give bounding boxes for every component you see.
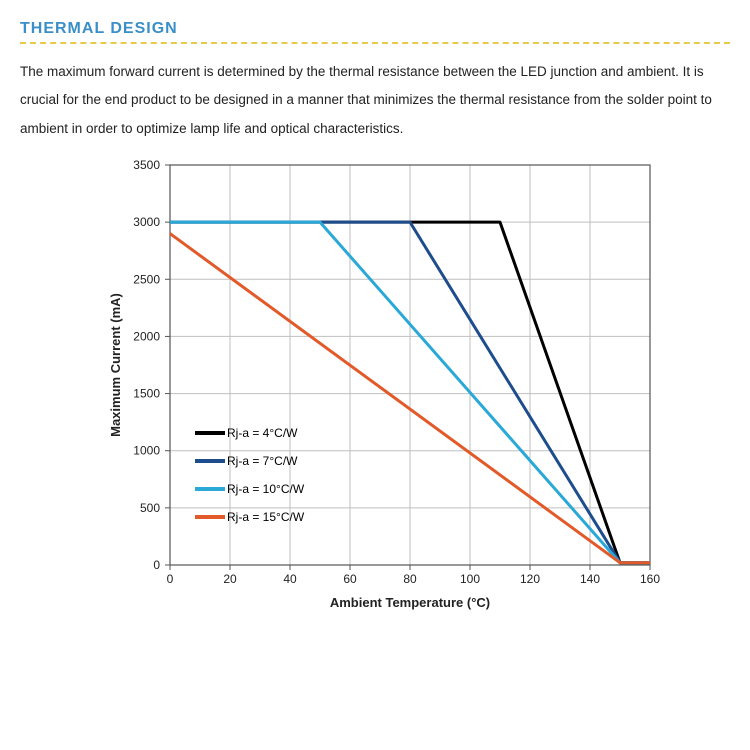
legend-label: Rj-a = 7°C/W [227,454,297,468]
intro-paragraph: The maximum forward current is determine… [20,58,730,143]
svg-text:20: 20 [223,572,237,586]
legend-label: Rj-a = 10°C/W [227,482,304,496]
legend-swatch [195,487,225,491]
legend-row: Rj-a = 7°C/W [195,447,304,475]
svg-text:Maximum Current (mA): Maximum Current (mA) [108,293,123,437]
svg-text:2500: 2500 [133,272,160,286]
chart-container: 0 20 40 60 80 100 120 140 160 0 500 1000 1500 2000 250… [100,153,710,623]
svg-text:3500: 3500 [133,158,160,172]
svg-text:160: 160 [640,572,660,586]
svg-text:0: 0 [153,558,160,572]
svg-text:60: 60 [343,572,357,586]
svg-text:100: 100 [460,572,480,586]
legend-swatch [195,515,225,519]
svg-text:0: 0 [167,572,174,586]
svg-text:120: 120 [520,572,540,586]
svg-text:40: 40 [283,572,297,586]
legend-label: Rj-a = 15°C/W [227,510,304,524]
svg-text:Ambient Temperature (°C): Ambient Temperature (°C) [330,595,490,610]
svg-text:1000: 1000 [133,444,160,458]
legend-swatch [195,431,225,435]
svg-text:500: 500 [140,501,160,515]
svg-text:2000: 2000 [133,329,160,343]
derating-chart: 0 20 40 60 80 100 120 140 160 0 500 1000 1500 2000 250… [100,153,710,623]
legend-row: Rj-a = 4°C/W [195,419,304,447]
svg-text:3000: 3000 [133,215,160,229]
legend-row: Rj-a = 10°C/W [195,475,304,503]
legend-swatch [195,459,225,463]
section-rule [20,42,730,44]
section-title: THERMAL DESIGN [20,20,730,38]
legend-label: Rj-a = 4°C/W [227,426,297,440]
svg-text:80: 80 [403,572,417,586]
legend-row: Rj-a = 15°C/W [195,503,304,531]
chart-legend: Rj-a = 4°C/W Rj-a = 7°C/W Rj-a = 10°C/W Rj-… [195,419,304,531]
svg-text:1500: 1500 [133,387,160,401]
svg-text:140: 140 [580,572,600,586]
